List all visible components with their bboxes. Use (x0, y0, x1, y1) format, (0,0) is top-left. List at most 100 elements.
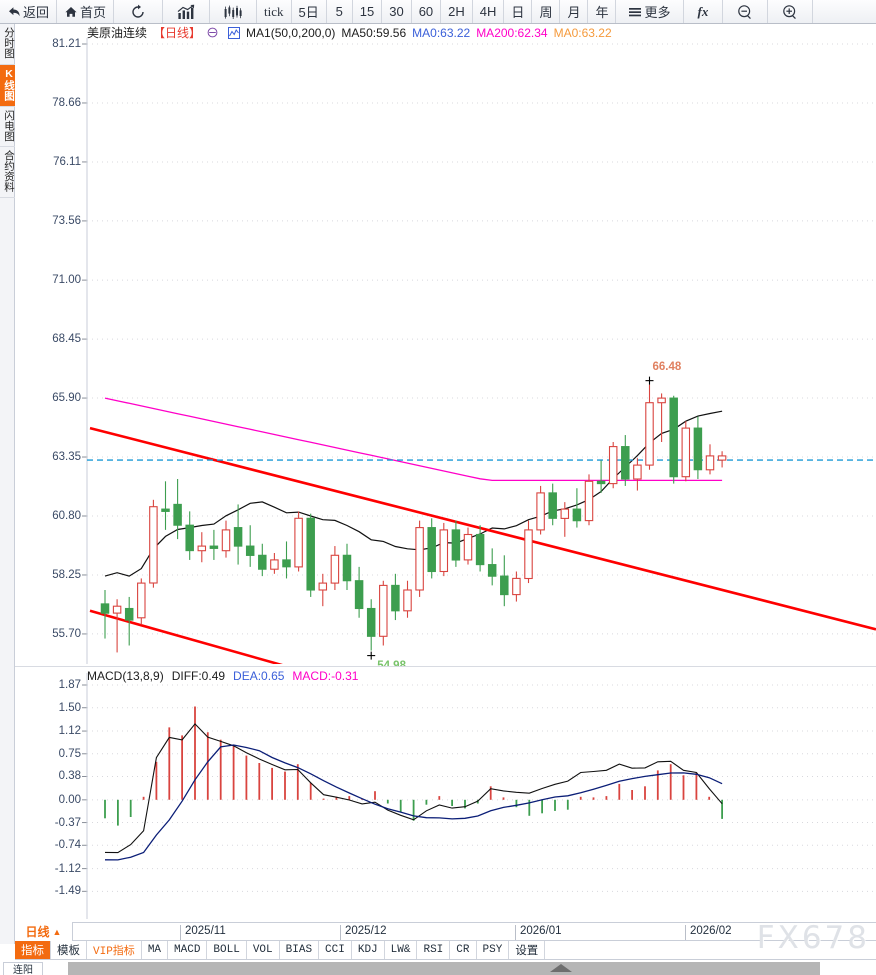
home-button[interactable]: 首页 (57, 0, 115, 23)
indicator-button-label: LW& (390, 944, 411, 956)
y-axis-tick-label: 73.56 (52, 214, 81, 227)
ma0-value: MA0:63.22 (412, 25, 471, 40)
indicator-button[interactable]: CR (450, 941, 477, 959)
tab-tick-label: tick (264, 3, 284, 19)
y-axis-tick-label: 65.90 (52, 392, 81, 405)
formula-button[interactable]: fx (684, 0, 724, 23)
tab-month-label: 月 (567, 5, 581, 20)
bottom-corner-tab[interactable]: 连阳 (3, 962, 43, 975)
ma0-alt-value: MA0:63.22 (553, 25, 612, 40)
indicator-toolbar: 指标 模板 VIP指标 MA MACD BOLL VOL BIAS CCI KDJ LW& RSI CR… (15, 941, 876, 960)
ma200-value: MA200:62.34 (476, 25, 548, 40)
more-label: 更多 (644, 5, 671, 20)
tab-5min-label: 5 (335, 4, 343, 19)
diff-value: DIFF:0.49 (171, 669, 226, 683)
x-axis-tick-label: 2025/11 (180, 925, 226, 940)
tab-2h[interactable]: 2H (441, 0, 473, 23)
indicator-button-label: VOL (252, 944, 273, 956)
sidebar-item-lightning[interactable]: 闪电图 (0, 107, 15, 147)
ma200-line (104, 397, 723, 482)
indicator-button-label: 指标 (21, 945, 44, 957)
period-selector-tab[interactable]: 日线 ▲ (15, 922, 73, 941)
tab-5min[interactable]: 5 (327, 0, 353, 23)
tab-week[interactable]: 周 (532, 0, 561, 23)
macd-histogram (104, 706, 723, 826)
back-label: 返回 (23, 5, 50, 20)
watermark: FX678 (756, 920, 870, 956)
horizontal-scrollbar[interactable] (0, 960, 876, 975)
indicator-button[interactable]: BOLL (207, 941, 247, 959)
hamburger-icon (628, 6, 642, 18)
indicator-button[interactable]: BIAS (280, 941, 320, 959)
sidebar-item-kline[interactable]: K线图 (0, 64, 15, 107)
indicator-button[interactable]: 模板 (51, 941, 87, 959)
indicator-button[interactable]: MACD (168, 941, 208, 959)
tab-15min[interactable]: 15 (353, 0, 383, 23)
indicator-button[interactable]: 指标 (15, 941, 51, 959)
tab-4h[interactable]: 4H (473, 0, 505, 23)
indicator-button[interactable]: CCI (319, 941, 352, 959)
marker-cross-icon (645, 376, 654, 385)
y-axis-tick-label: 78.66 (52, 96, 81, 109)
x-axis-row: 2025/11 2025/12 2026/01 2026/02 (15, 922, 876, 941)
indicator-button[interactable]: VIP指标 (87, 941, 142, 959)
y-axis-tick-label: 60.80 (52, 509, 81, 522)
tab-tick[interactable]: tick (257, 0, 292, 23)
tab-year[interactable]: 年 (588, 0, 617, 23)
scrollbar-thumb[interactable] (68, 962, 820, 975)
indicator-button[interactable]: PSY (477, 941, 510, 959)
indicator-button[interactable]: 设置 (509, 941, 546, 959)
candle-series (100, 384, 727, 653)
zoom-in-button[interactable] (768, 0, 814, 23)
macd-params-label: MACD(13,8,9) (87, 669, 164, 683)
sidebar-item-label: 分时图 (3, 27, 15, 59)
back-arrow-icon (7, 5, 21, 19)
sidebar-item-intraday[interactable]: 分时图 (0, 24, 15, 65)
more-button[interactable]: 更多 (616, 0, 684, 23)
indicator-button[interactable]: VOL (247, 941, 280, 959)
top-toolbar: 返回 首页 (0, 0, 876, 24)
macd-y-axis-tick-label: 0.00 (58, 793, 81, 806)
macd-panel[interactable]: MACD(13,8,9) DIFF:0.49 DEA:0.65 MACD:-0.… (15, 666, 876, 921)
indicator-button-label: CR (456, 944, 470, 956)
macd-y-axis-tick-label: 1.12 (58, 725, 81, 738)
indicator-button[interactable]: KDJ (352, 941, 385, 959)
refresh-icon (130, 4, 146, 20)
refresh-button[interactable] (114, 0, 164, 23)
macd-y-axis-tick-label: -0.74 (54, 839, 81, 852)
tab-month[interactable]: 月 (560, 0, 589, 23)
candlestick-button[interactable] (210, 0, 258, 23)
tab-60min[interactable]: 60 (412, 0, 442, 23)
indicator-button-label: BOLL (213, 944, 240, 956)
price-plot-area[interactable] (15, 24, 876, 664)
scrollbar-track[interactable] (4, 961, 820, 975)
x-axis-tick-label: 2026/01 (515, 925, 562, 940)
tab-60min-label: 60 (418, 4, 434, 19)
zoom-in-icon (782, 4, 798, 20)
bar-chart-icon (177, 4, 195, 20)
sidebar-item-contract-info[interactable]: 合约资料 (0, 147, 15, 198)
period-label: 【日线】 (153, 26, 202, 40)
triangle-up-icon[interactable] (550, 964, 572, 972)
tab-day[interactable]: 日 (504, 0, 533, 23)
sidebar-item-label: 合约资料 (3, 150, 15, 192)
macd-plot-area[interactable] (15, 667, 876, 922)
indicator-toggle-icon[interactable] (207, 27, 218, 38)
y-axis-tick-label: 68.45 (52, 333, 81, 346)
tab-30min-label: 30 (389, 4, 404, 19)
indicator-button[interactable]: MA (142, 941, 169, 959)
home-label: 首页 (80, 5, 107, 20)
zoom-out-button[interactable] (723, 0, 769, 23)
indicator-button[interactable]: RSI (417, 941, 451, 959)
back-button[interactable]: 返回 (0, 0, 58, 23)
macd-y-axis-tick-label: 0.38 (58, 770, 81, 783)
bar-chart-button[interactable] (163, 0, 211, 23)
y-axis-tick-label: 76.11 (53, 155, 81, 168)
price-chart-panel[interactable]: 美原油连续 【日线】 MA1(50,0,200,0) MA50:59.56 MA… (15, 24, 876, 672)
macd-y-axis-tick-label: 1.87 (58, 679, 81, 691)
tab-30min[interactable]: 30 (382, 0, 412, 23)
dea-value: DEA:0.65 (233, 669, 285, 683)
indicator-button[interactable]: LW& (385, 941, 418, 959)
tab-5day[interactable]: 5日 (292, 0, 327, 23)
